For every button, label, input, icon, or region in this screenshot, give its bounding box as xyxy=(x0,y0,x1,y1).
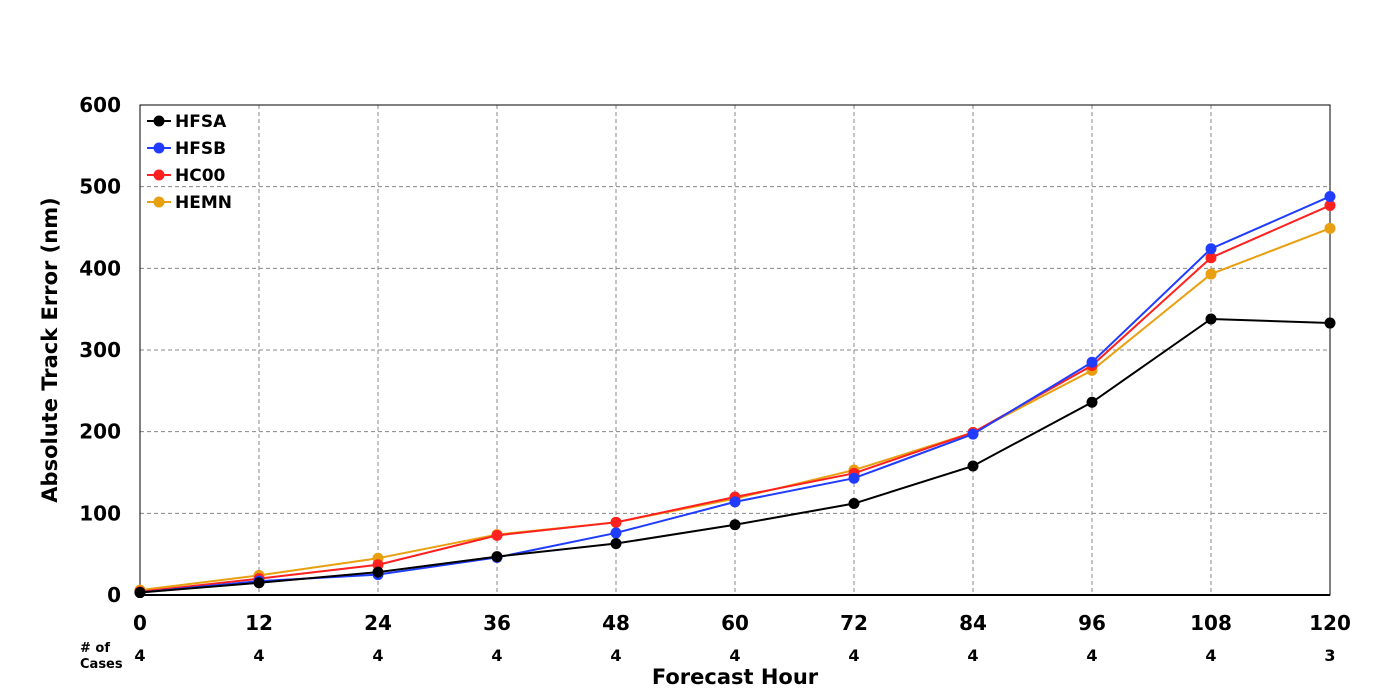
data-point-hc00 xyxy=(491,529,503,541)
cases-label-line2: Cases xyxy=(80,657,123,672)
x-tick-label: 108 xyxy=(1190,611,1232,635)
data-point-hc00 xyxy=(610,516,622,528)
data-point-hemn xyxy=(1324,222,1336,234)
data-point-hfsb xyxy=(729,496,741,508)
data-point-hfsa xyxy=(967,460,979,472)
y-tick-label: 500 xyxy=(79,175,121,199)
series-group xyxy=(134,190,1336,599)
case-count: 4 xyxy=(848,646,859,665)
data-point-hfsa xyxy=(610,538,622,550)
x-tick-label: 36 xyxy=(483,611,511,635)
y-tick-label: 100 xyxy=(79,501,121,525)
legend-marker-hc00 xyxy=(153,169,165,181)
data-point-hfsb xyxy=(1205,243,1217,255)
x-tick-label: 48 xyxy=(602,611,630,635)
legend-marker-hemn xyxy=(153,196,165,208)
legend-label-hfsa: HFSA xyxy=(175,112,227,132)
x-tick-label: 0 xyxy=(133,611,147,635)
data-point-hfsa xyxy=(1324,317,1336,329)
legend: HFSA HFSB HC00 HEMN xyxy=(147,112,232,213)
data-point-hfsb xyxy=(967,428,979,440)
cases-row: 4 4 4 4 4 4 4 4 4 4 3 xyxy=(134,646,1335,665)
y-tick-label: 0 xyxy=(107,583,121,607)
y-tick-labels: 0 100 200 300 400 500 600 xyxy=(79,93,121,607)
data-point-hfsa xyxy=(253,577,265,589)
data-point-hemn xyxy=(1205,268,1217,280)
case-count: 4 xyxy=(967,646,978,665)
grid-lines xyxy=(140,105,1330,595)
data-point-hc00 xyxy=(1324,199,1336,211)
x-tick-label: 84 xyxy=(959,611,987,635)
x-tick-label: 60 xyxy=(721,611,749,635)
x-tick-labels: 0 12 24 36 48 60 72 84 96 108 120 xyxy=(133,611,1351,635)
case-count: 4 xyxy=(1086,646,1097,665)
case-count: 4 xyxy=(491,646,502,665)
case-count: 3 xyxy=(1324,646,1335,665)
data-point-hfsa xyxy=(1205,313,1217,325)
x-tick-label: 12 xyxy=(245,611,273,635)
y-axis-title: Absolute Track Error (nm) xyxy=(38,197,62,502)
case-count: 4 xyxy=(372,646,383,665)
case-count: 4 xyxy=(729,646,740,665)
legend-label-hc00: HC00 xyxy=(175,166,226,186)
data-point-hfsa xyxy=(848,498,860,510)
case-count: 4 xyxy=(610,646,621,665)
y-tick-label: 600 xyxy=(79,93,121,117)
x-tick-label: 120 xyxy=(1309,611,1351,635)
data-point-hfsb xyxy=(1324,190,1336,202)
legend-label-hemn: HEMN xyxy=(175,193,232,213)
y-tick-label: 400 xyxy=(79,256,121,280)
data-point-hfsa xyxy=(729,519,741,531)
y-tick-label: 200 xyxy=(79,420,121,444)
case-count: 4 xyxy=(1205,646,1216,665)
data-point-hfsa xyxy=(134,587,146,599)
data-point-hfsa xyxy=(491,551,503,563)
x-axis-title: Forecast Hour xyxy=(652,665,819,689)
case-count: 4 xyxy=(253,646,264,665)
x-tick-label: 24 xyxy=(364,611,392,635)
x-tick-label: 72 xyxy=(840,611,868,635)
data-point-hfsa xyxy=(1086,396,1098,408)
cases-label-line1: # of xyxy=(80,641,110,656)
data-point-hc00 xyxy=(1205,252,1217,264)
legend-marker-hfsb xyxy=(153,142,165,154)
x-tick-label: 96 xyxy=(1078,611,1106,635)
data-point-hfsb xyxy=(1086,356,1098,368)
legend-label-hfsb: HFSB xyxy=(175,139,226,159)
y-tick-label: 300 xyxy=(79,338,121,362)
data-point-hfsb xyxy=(610,527,622,539)
data-point-hfsa xyxy=(372,566,384,578)
legend-marker-hfsa xyxy=(153,115,165,127)
case-count: 4 xyxy=(134,646,145,665)
data-point-hfsb xyxy=(848,472,860,484)
